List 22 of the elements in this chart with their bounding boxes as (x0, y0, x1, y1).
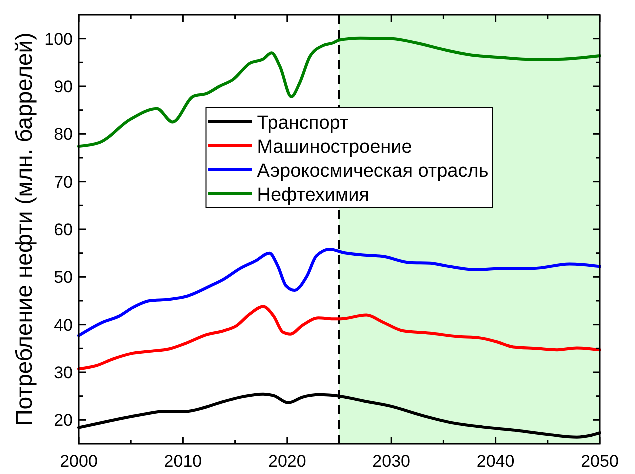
legend-label: Машиностроение (257, 137, 412, 158)
x-tick-label: 2050 (581, 452, 619, 471)
y-tick-label: 40 (54, 316, 73, 335)
x-tick-label: 2010 (164, 452, 202, 471)
legend-label: Нефтехимия (257, 185, 370, 206)
x-tick-label: 2040 (476, 452, 515, 471)
y-tick-label: 70 (54, 172, 73, 192)
y-axis-title: Потребление нефти (млн. баррелей) (11, 32, 37, 426)
y-tick-label: 80 (54, 125, 73, 144)
x-tick-label: 2020 (268, 452, 306, 471)
legend-label: Транспорт (257, 113, 349, 134)
y-tick-label: 20 (54, 411, 73, 430)
y-tick-label: 50 (54, 268, 73, 288)
line-series (78, 305, 602, 371)
y-tick-label: 60 (54, 220, 73, 240)
y-tick-label: 30 (54, 364, 73, 382)
y-tick-label: 90 (54, 78, 73, 96)
x-tick-label: 2030 (372, 452, 411, 471)
x-tick-label: 2000 (60, 452, 98, 471)
y-tick-label: 100 (44, 30, 73, 49)
legend-label: Аэрокосмическая отрасль (257, 161, 489, 182)
line-series (78, 248, 602, 338)
